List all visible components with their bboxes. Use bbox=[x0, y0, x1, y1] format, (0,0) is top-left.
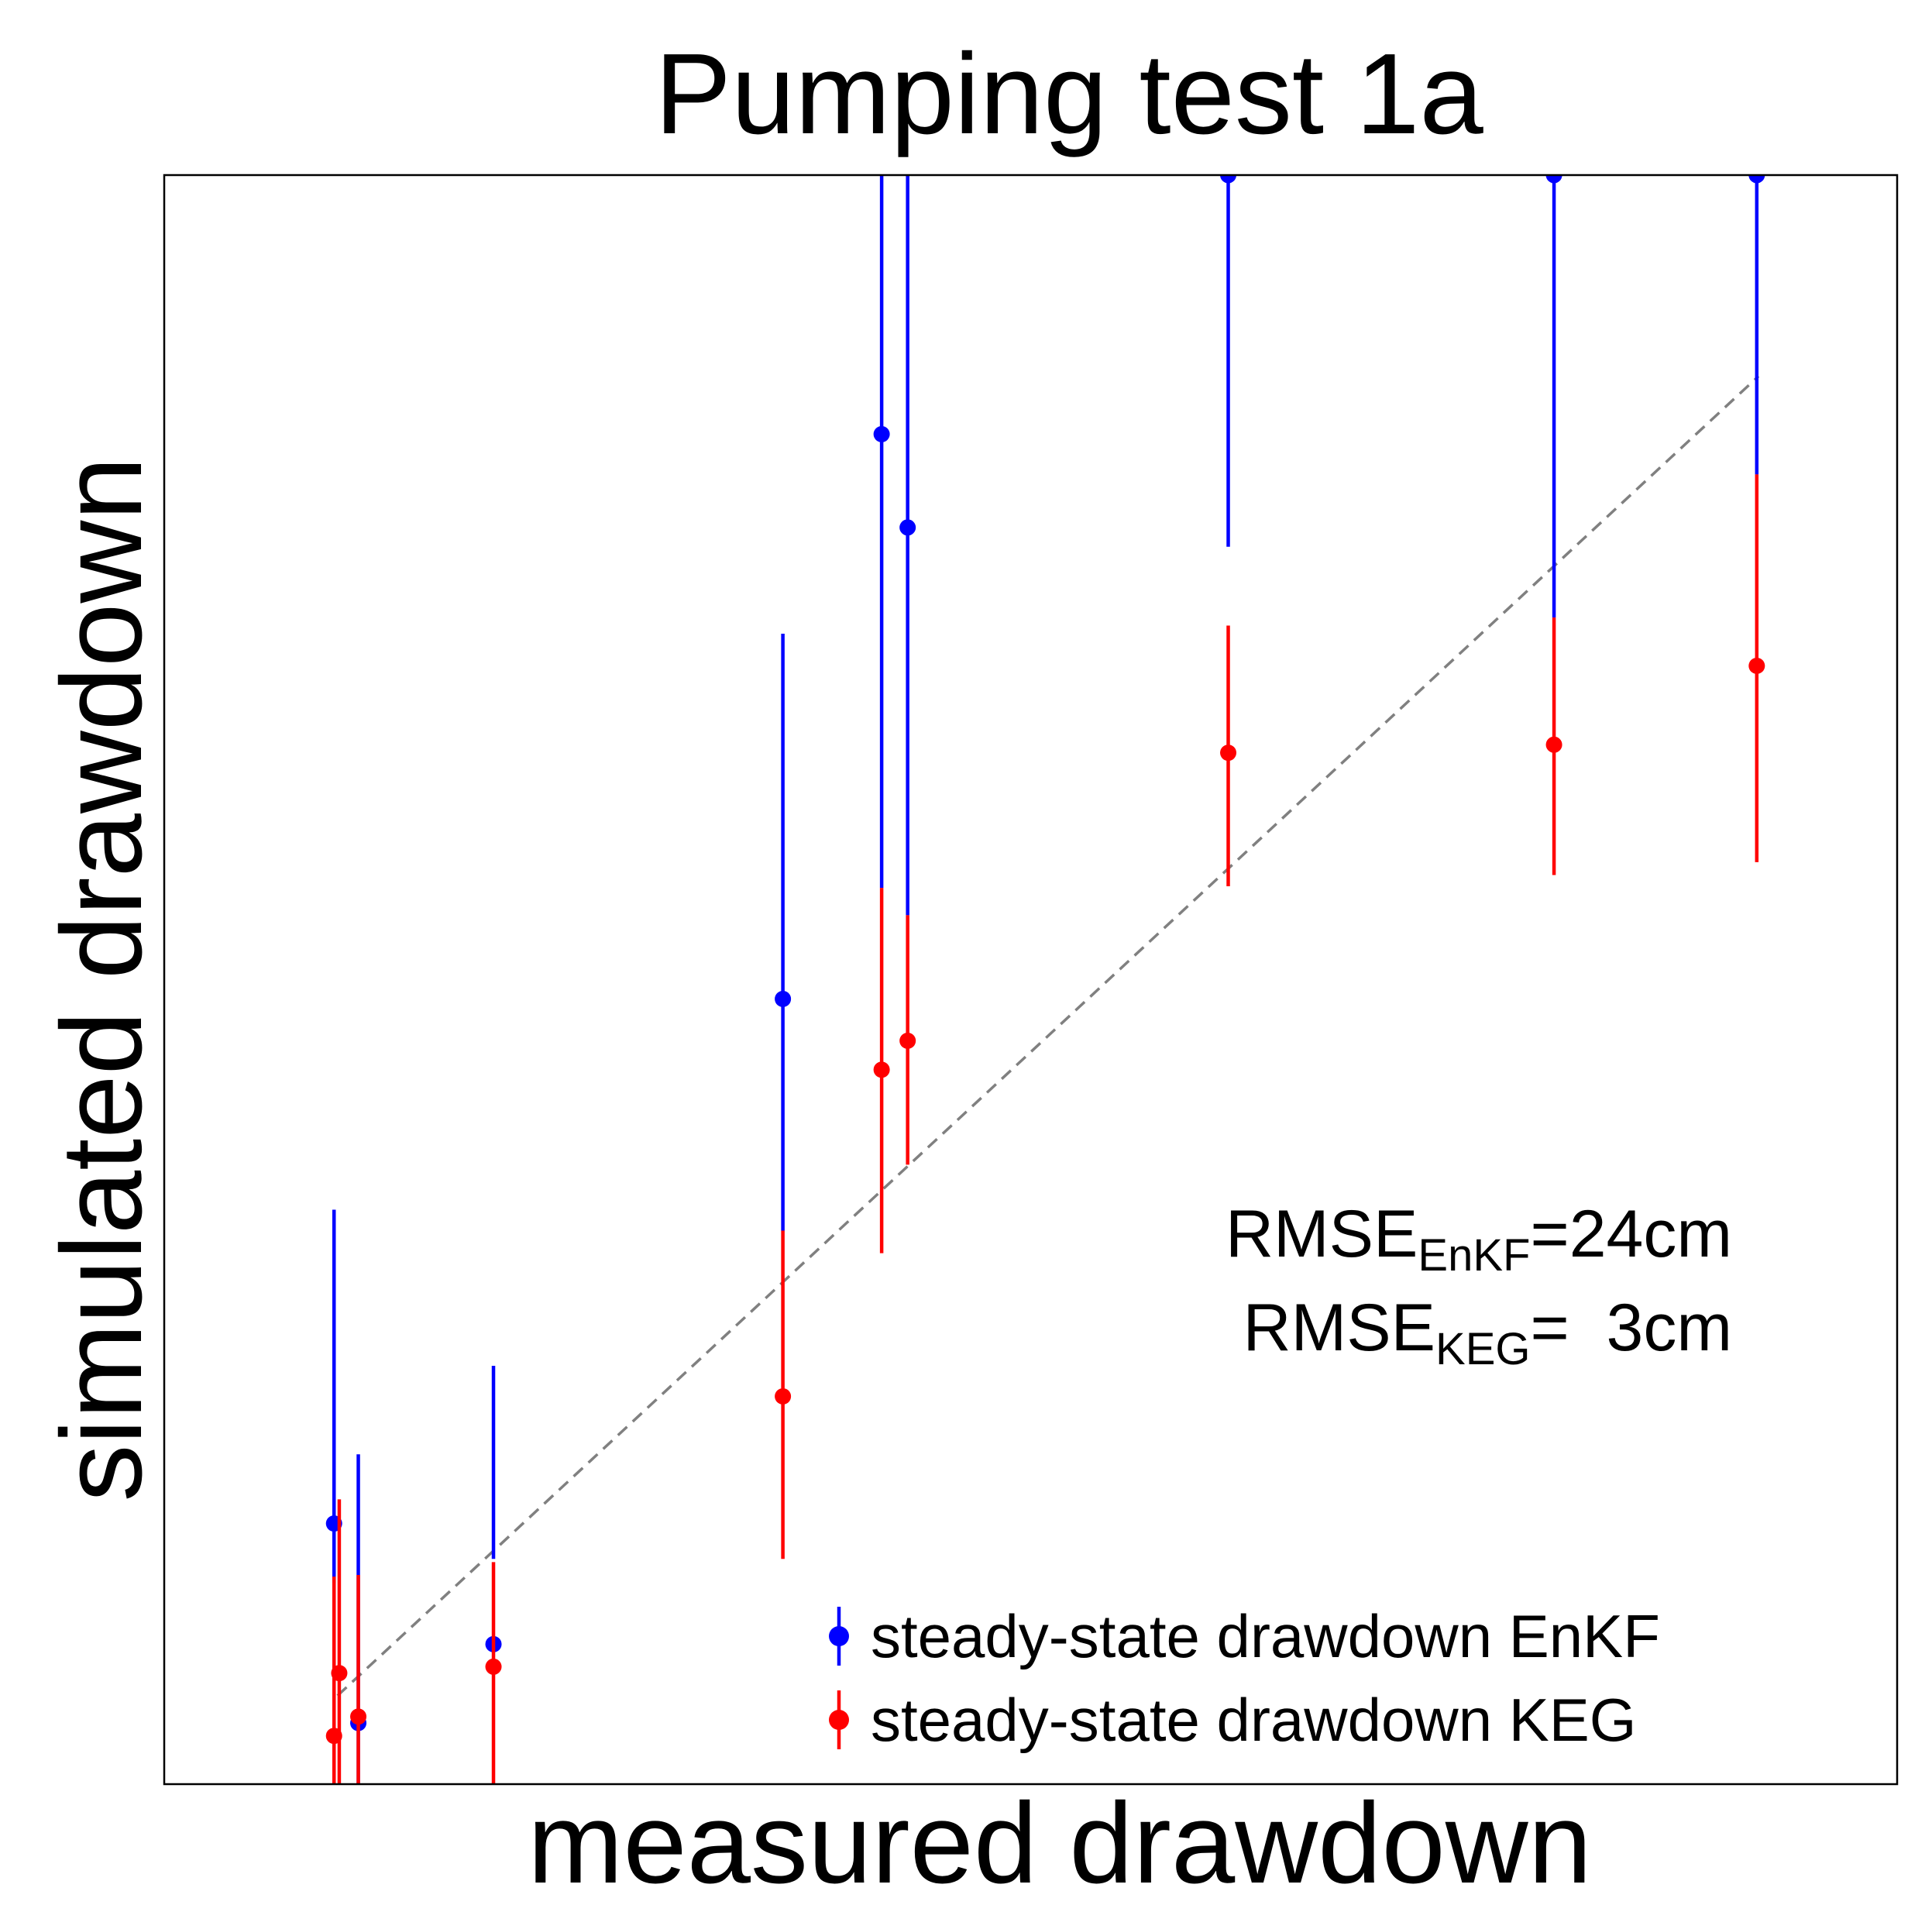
series-2 bbox=[325, 474, 1765, 1784]
rmse-annotation: RMSEEnKF=24cm bbox=[1226, 1197, 1732, 1281]
data-point bbox=[775, 1387, 792, 1405]
plot-frame bbox=[163, 174, 1899, 1786]
legend-item: steady-state drawdown KEG bbox=[829, 1686, 1636, 1754]
rmse-annotations: RMSEEnKF=24cm RMSEKEG= 3cm bbox=[1226, 1197, 1732, 1374]
data-point bbox=[873, 425, 890, 442]
data-point bbox=[899, 1032, 916, 1049]
data-point bbox=[485, 1658, 502, 1675]
y-axis-label: simulated drawdown bbox=[38, 456, 166, 1501]
data-point bbox=[1748, 657, 1765, 674]
series-1 bbox=[325, 175, 1765, 1784]
legend-item: steady-state drawdown EnKF bbox=[829, 1602, 1660, 1670]
legend-label: steady-state drawdown EnKF bbox=[871, 1602, 1660, 1670]
data-point bbox=[1220, 175, 1237, 184]
plot-area bbox=[325, 175, 1765, 1784]
legend-label: steady-state drawdown KEG bbox=[871, 1686, 1636, 1754]
data-point bbox=[325, 1728, 342, 1745]
legend-marker-dot bbox=[829, 1626, 849, 1646]
data-point bbox=[1545, 175, 1562, 184]
data-point bbox=[331, 1665, 348, 1682]
legend-marker-dot bbox=[829, 1710, 849, 1730]
data-point bbox=[775, 990, 792, 1007]
data-point bbox=[899, 519, 916, 536]
data-point bbox=[1748, 175, 1765, 184]
data-point bbox=[1220, 744, 1237, 762]
data-point bbox=[350, 1708, 367, 1725]
rmse-annotation: RMSEKEG= 3cm bbox=[1243, 1291, 1732, 1374]
x-axis-label: measured drawdown bbox=[528, 1779, 1592, 1905]
legend: steady-state drawdown EnKF steady-state d… bbox=[829, 1602, 1660, 1754]
data-point bbox=[873, 1061, 890, 1078]
reference-line bbox=[336, 375, 1760, 1697]
data-point bbox=[1545, 736, 1562, 753]
chart-title: Pumping test 1a bbox=[655, 30, 1483, 158]
